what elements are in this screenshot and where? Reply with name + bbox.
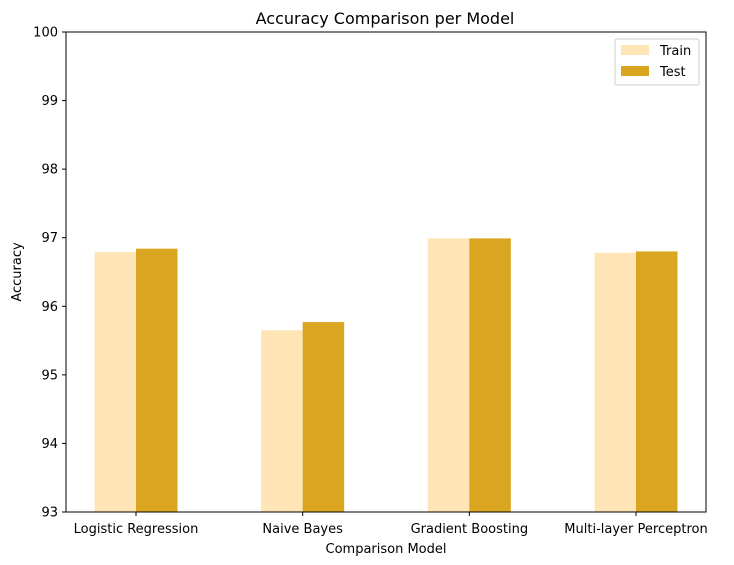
x-tick-label: Multi-layer Perceptron [564, 522, 707, 537]
legend-swatch-train [621, 45, 649, 55]
bar-train-3 [594, 252, 636, 513]
bar-train-1 [261, 330, 303, 512]
bar-train-2 [427, 238, 470, 512]
legend-label-train: Train [659, 44, 691, 59]
y-tick-label: 95 [41, 368, 58, 383]
chart-title: Accuracy Comparison per Model [256, 9, 515, 28]
y-tick-label: 99 [41, 94, 58, 109]
legend: Train Test [614, 38, 700, 86]
legend-swatch-test [621, 66, 649, 76]
y-tick-label: 97 [41, 231, 58, 246]
bar-train-0 [94, 252, 136, 512]
y-tick-label: 98 [41, 163, 58, 178]
bar-test-0 [136, 248, 178, 512]
y-tick-label: 94 [41, 437, 58, 452]
plot-frame [65, 31, 707, 513]
bars-group [94, 238, 678, 513]
x-axis-label: Comparison Model [326, 542, 447, 557]
x-axis: Logistic Regression Naive Bayes Gradient B… [74, 512, 708, 537]
y-axis-label: Accuracy [10, 242, 25, 302]
y-tick-label: 96 [41, 300, 58, 315]
bar-test-3 [636, 251, 678, 512]
y-tick-label: 100 [33, 26, 58, 41]
y-tick-label: 93 [41, 506, 58, 521]
x-tick-label: Logistic Regression [74, 522, 199, 537]
legend-label-test: Test [659, 65, 686, 80]
bar-test-1 [302, 322, 345, 512]
bar-test-2 [469, 238, 511, 512]
x-tick-label: Gradient Boosting [411, 522, 529, 537]
x-tick-label: Naive Bayes [262, 522, 343, 537]
y-axis: 93 94 95 96 97 98 99 100 [33, 26, 66, 521]
